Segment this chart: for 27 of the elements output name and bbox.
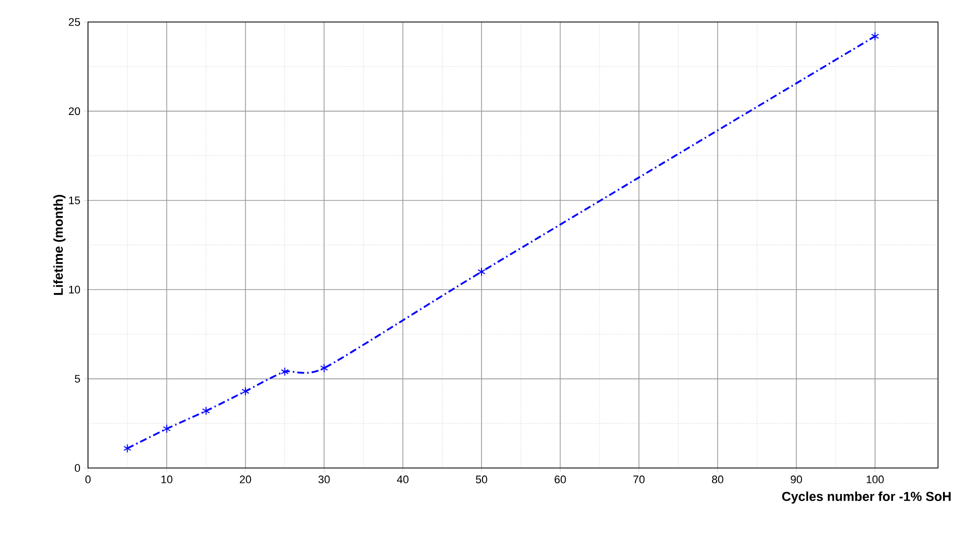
x-tick-label: 10 bbox=[161, 476, 172, 484]
x-tick-label: 40 bbox=[396, 476, 408, 484]
x-tick-label: 30 bbox=[318, 476, 330, 484]
y-tick-label: 5 bbox=[74, 374, 80, 383]
point bbox=[871, 32, 880, 41]
y-tick-label: 25 bbox=[68, 18, 80, 26]
x-axis-title: Cycles number for -1% SoH bbox=[782, 492, 951, 504]
x-tick-label: 80 bbox=[712, 476, 724, 484]
point bbox=[280, 367, 289, 376]
x-tick-label: 90 bbox=[790, 476, 802, 484]
y-tick-label: 20 bbox=[68, 107, 80, 116]
x-tick-label: 50 bbox=[476, 476, 488, 484]
point bbox=[478, 267, 486, 276]
y-axis-title: Lifetime (month) bbox=[53, 194, 66, 295]
point bbox=[320, 364, 328, 373]
y-tick-label: 0 bbox=[74, 464, 80, 472]
point bbox=[202, 406, 210, 416]
x-tick-label: 0 bbox=[85, 476, 91, 484]
y-tick-label: 15 bbox=[69, 196, 80, 204]
x-tick-label: 100 bbox=[866, 476, 884, 484]
point bbox=[162, 424, 171, 434]
point bbox=[123, 444, 132, 453]
y-tick-label: 10 bbox=[69, 286, 80, 294]
x-tick-label: 70 bbox=[633, 476, 645, 484]
x-tick-label: 60 bbox=[554, 476, 566, 484]
point bbox=[241, 386, 250, 396]
x-tick-label: 20 bbox=[240, 476, 252, 484]
